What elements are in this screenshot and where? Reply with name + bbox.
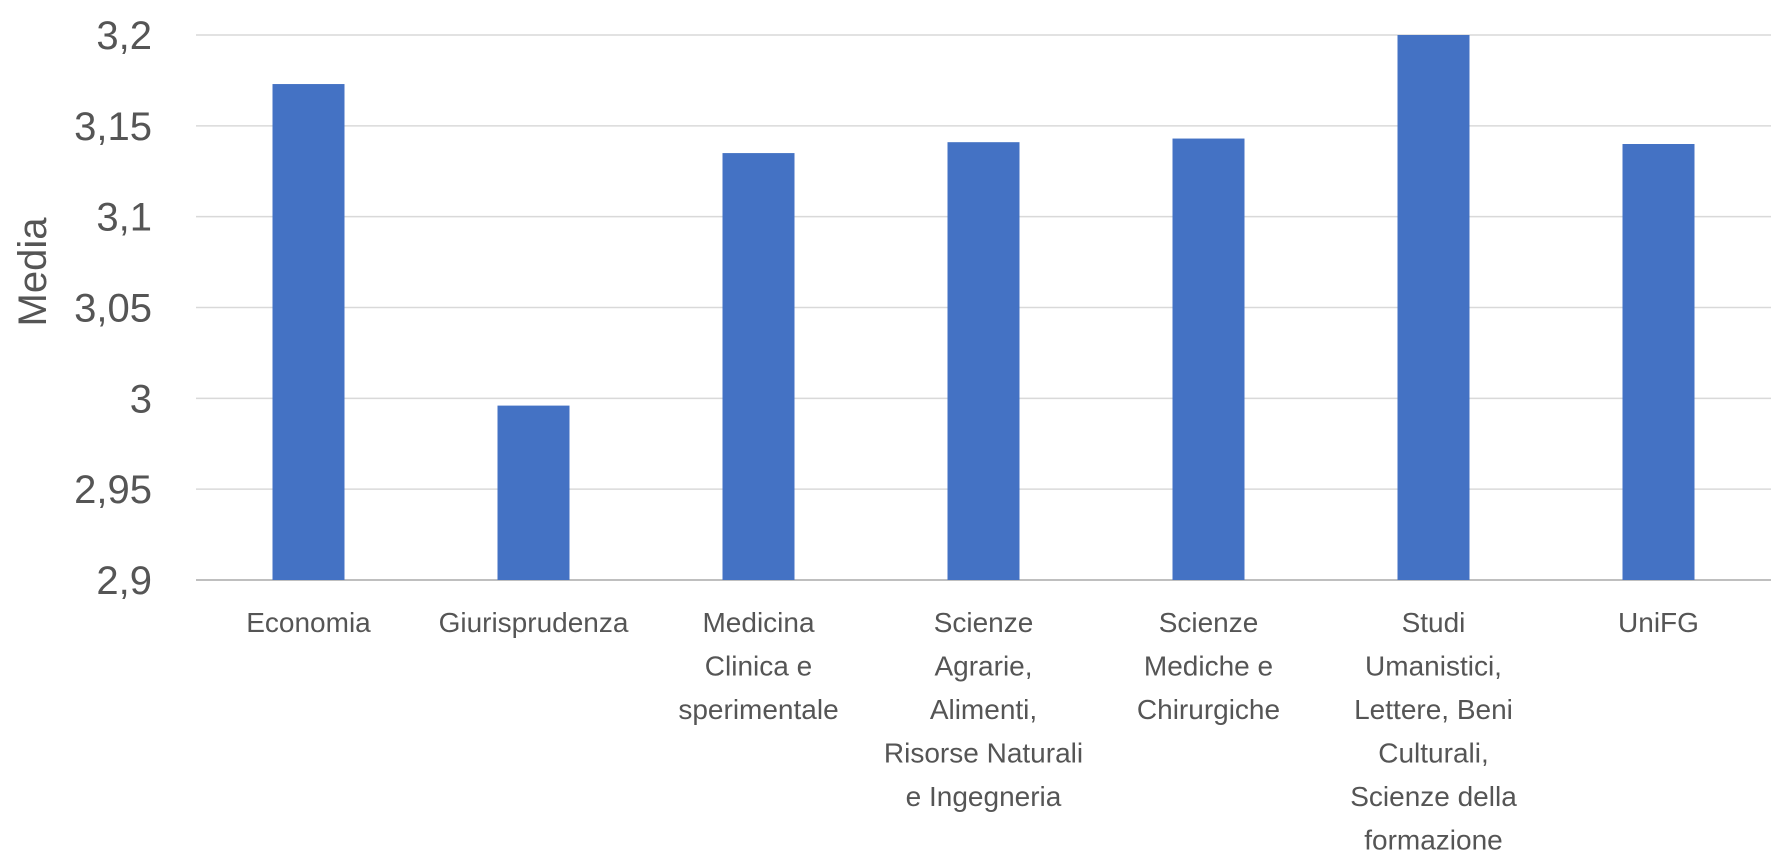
bar — [1172, 138, 1245, 581]
x-category-label: Economia — [246, 607, 371, 638]
x-category-label-line: Lettere, Beni — [1354, 694, 1513, 725]
x-category-label-line: Giurisprudenza — [439, 607, 629, 638]
x-category-label-line: Risorse Naturali — [884, 738, 1083, 769]
y-tick-label: 2,95 — [74, 468, 152, 512]
x-axis-categories: Economia Giurisprudenza Medicina Clinica e s… — [246, 607, 1699, 856]
bar — [272, 84, 345, 581]
x-category-label: Medicina Clinica e sperimentale — [678, 607, 838, 725]
x-category-label-line: e Ingegneria — [906, 781, 1062, 812]
x-category-label-line: Scienze della — [1350, 781, 1517, 812]
x-category-label: Giurisprudenza — [439, 607, 629, 638]
x-category-label-line: Scienze — [934, 607, 1034, 638]
y-axis-ticks: 2,9 2,95 3 3,05 3,1 3,15 3,2 — [74, 14, 152, 603]
x-category-label-line: formazione — [1364, 825, 1503, 856]
x-category-label-line: Clinica e — [705, 651, 812, 682]
x-category-label-line: Scienze — [1159, 607, 1259, 638]
x-category-label-line: Culturali, — [1378, 738, 1488, 769]
x-category-label-line: Studi — [1402, 607, 1466, 638]
x-category-label: UniFG — [1618, 607, 1699, 638]
x-category-label-line: UniFG — [1618, 607, 1699, 638]
bar — [947, 142, 1020, 580]
x-category-label-line: Agrarie, — [934, 651, 1032, 682]
x-category-label-line: Mediche e — [1144, 651, 1273, 682]
x-category-label: Scienze Agrarie, Alimenti, Risorse Naturali… — [884, 607, 1083, 812]
bar — [497, 405, 570, 580]
x-category-label-line: Alimenti, — [930, 694, 1037, 725]
y-tick-label: 3,15 — [74, 105, 152, 149]
y-tick-label: 3,2 — [96, 14, 152, 58]
y-axis-title: Media — [11, 217, 55, 327]
x-category-label-line: Umanistici, — [1365, 651, 1502, 682]
bar — [1397, 35, 1470, 580]
y-tick-label: 2,9 — [96, 559, 152, 603]
y-tick-label: 3,1 — [96, 196, 152, 240]
x-category-label-line: sperimentale — [678, 694, 838, 725]
bars — [272, 35, 1695, 581]
x-category-label: Scienze Mediche e Chirurgiche — [1137, 607, 1280, 725]
x-category-label-line: Economia — [246, 607, 371, 638]
bar — [1622, 144, 1695, 580]
bar — [722, 153, 795, 581]
y-tick-label: 3 — [130, 377, 152, 421]
x-category-label: Studi Umanistici, Lettere, Beni Culturali, S… — [1350, 607, 1517, 856]
x-category-label-line: Medicina — [702, 607, 814, 638]
x-category-label-line: Chirurgiche — [1137, 694, 1280, 725]
y-tick-label: 3,05 — [74, 287, 152, 331]
